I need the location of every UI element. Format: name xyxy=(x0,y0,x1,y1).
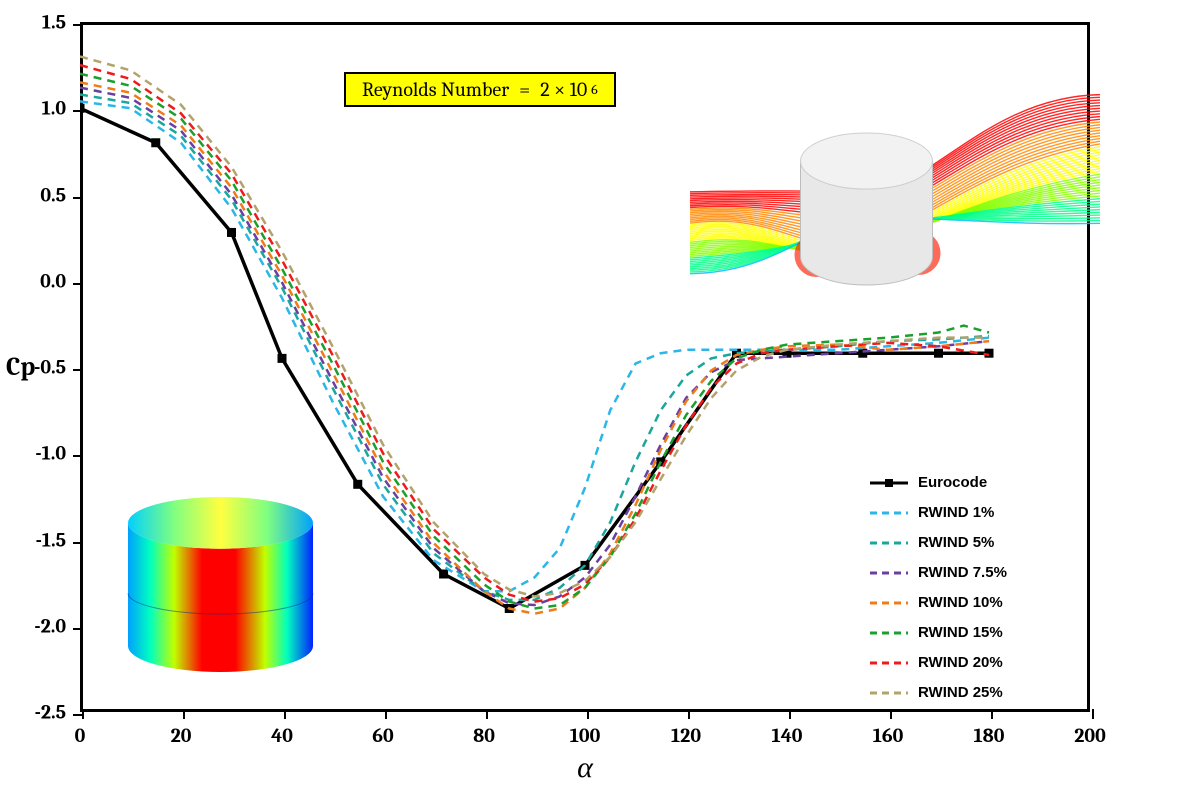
legend-swatch xyxy=(870,567,908,579)
x-tick-label: 160 xyxy=(873,724,904,747)
flow-cylinder-inset xyxy=(690,95,1100,285)
legend-label: RWIND 1% xyxy=(918,504,994,521)
legend-swatch xyxy=(870,687,908,699)
legend-swatch xyxy=(870,657,908,669)
y-axis-title: Cp xyxy=(6,352,35,382)
x-axis-title: α xyxy=(577,750,593,785)
x-tick-label: 120 xyxy=(671,724,701,747)
y-tick-label: -2.0 xyxy=(34,614,66,637)
pressure-cylinder-inset xyxy=(128,497,313,672)
legend-label: RWIND 20% xyxy=(918,654,1003,671)
y-tick-label: 1.0 xyxy=(42,97,66,120)
x-tick-label: 0 xyxy=(75,724,86,747)
x-tick-label: 140 xyxy=(772,724,803,747)
title-label-value-exp: 6 xyxy=(591,81,598,98)
title-label-value-base: 2 × 10 xyxy=(540,78,587,101)
legend-row: RWIND 20% xyxy=(870,654,1007,671)
y-tick-label: -1.5 xyxy=(36,528,66,551)
y-tick-label: -2.5 xyxy=(35,701,66,724)
legend-label: Eurocode xyxy=(918,474,987,491)
x-tick-label: 180 xyxy=(974,724,1005,747)
title-label-operator: = xyxy=(513,78,536,101)
legend-swatch xyxy=(870,537,908,549)
y-tick-label: -0.5 xyxy=(34,356,66,379)
legend-swatch xyxy=(870,627,908,639)
legend-row: RWIND 10% xyxy=(870,594,1007,611)
title-label-part1: Reynolds Number xyxy=(362,78,509,101)
legend-swatch xyxy=(870,507,908,519)
y-tick-label: 0.5 xyxy=(40,183,66,206)
y-tick-label: 1.5 xyxy=(42,11,66,34)
x-tick-label: 200 xyxy=(1074,724,1105,747)
reynolds-number-box: Reynolds Number = 2 × 106 xyxy=(344,72,616,107)
x-tick-label: 40 xyxy=(271,724,293,747)
y-tick-label: -1.0 xyxy=(35,442,66,465)
legend-label: RWIND 25% xyxy=(918,684,1003,701)
legend-label: RWIND 10% xyxy=(918,594,1003,611)
x-tick-label: 20 xyxy=(171,724,192,747)
legend-label: RWIND 7.5% xyxy=(918,564,1007,581)
y-tick-label: 0.0 xyxy=(40,269,66,292)
legend-row: RWIND 7.5% xyxy=(870,564,1007,581)
legend-row: RWIND 15% xyxy=(870,624,1007,641)
x-tick-label: 60 xyxy=(372,724,393,747)
legend: Eurocode RWIND 1% RWIND 5% RWIND 7.5% RWIND … xyxy=(870,474,1007,701)
legend-row: RWIND 25% xyxy=(870,684,1007,701)
legend-label: RWIND 15% xyxy=(918,624,1003,641)
legend-row: RWIND 1% xyxy=(870,504,1007,521)
legend-row: Eurocode xyxy=(870,474,1007,491)
x-tick-label: 80 xyxy=(473,724,495,747)
x-tick-label: 100 xyxy=(570,724,600,747)
legend-swatch xyxy=(870,477,908,489)
legend-swatch xyxy=(870,597,908,609)
legend-row: RWIND 5% xyxy=(870,534,1007,551)
chart-frame: Reynolds Number = 2 × 106 Cp α Eurocode R… xyxy=(0,0,1177,791)
legend-label: RWIND 5% xyxy=(918,534,994,551)
